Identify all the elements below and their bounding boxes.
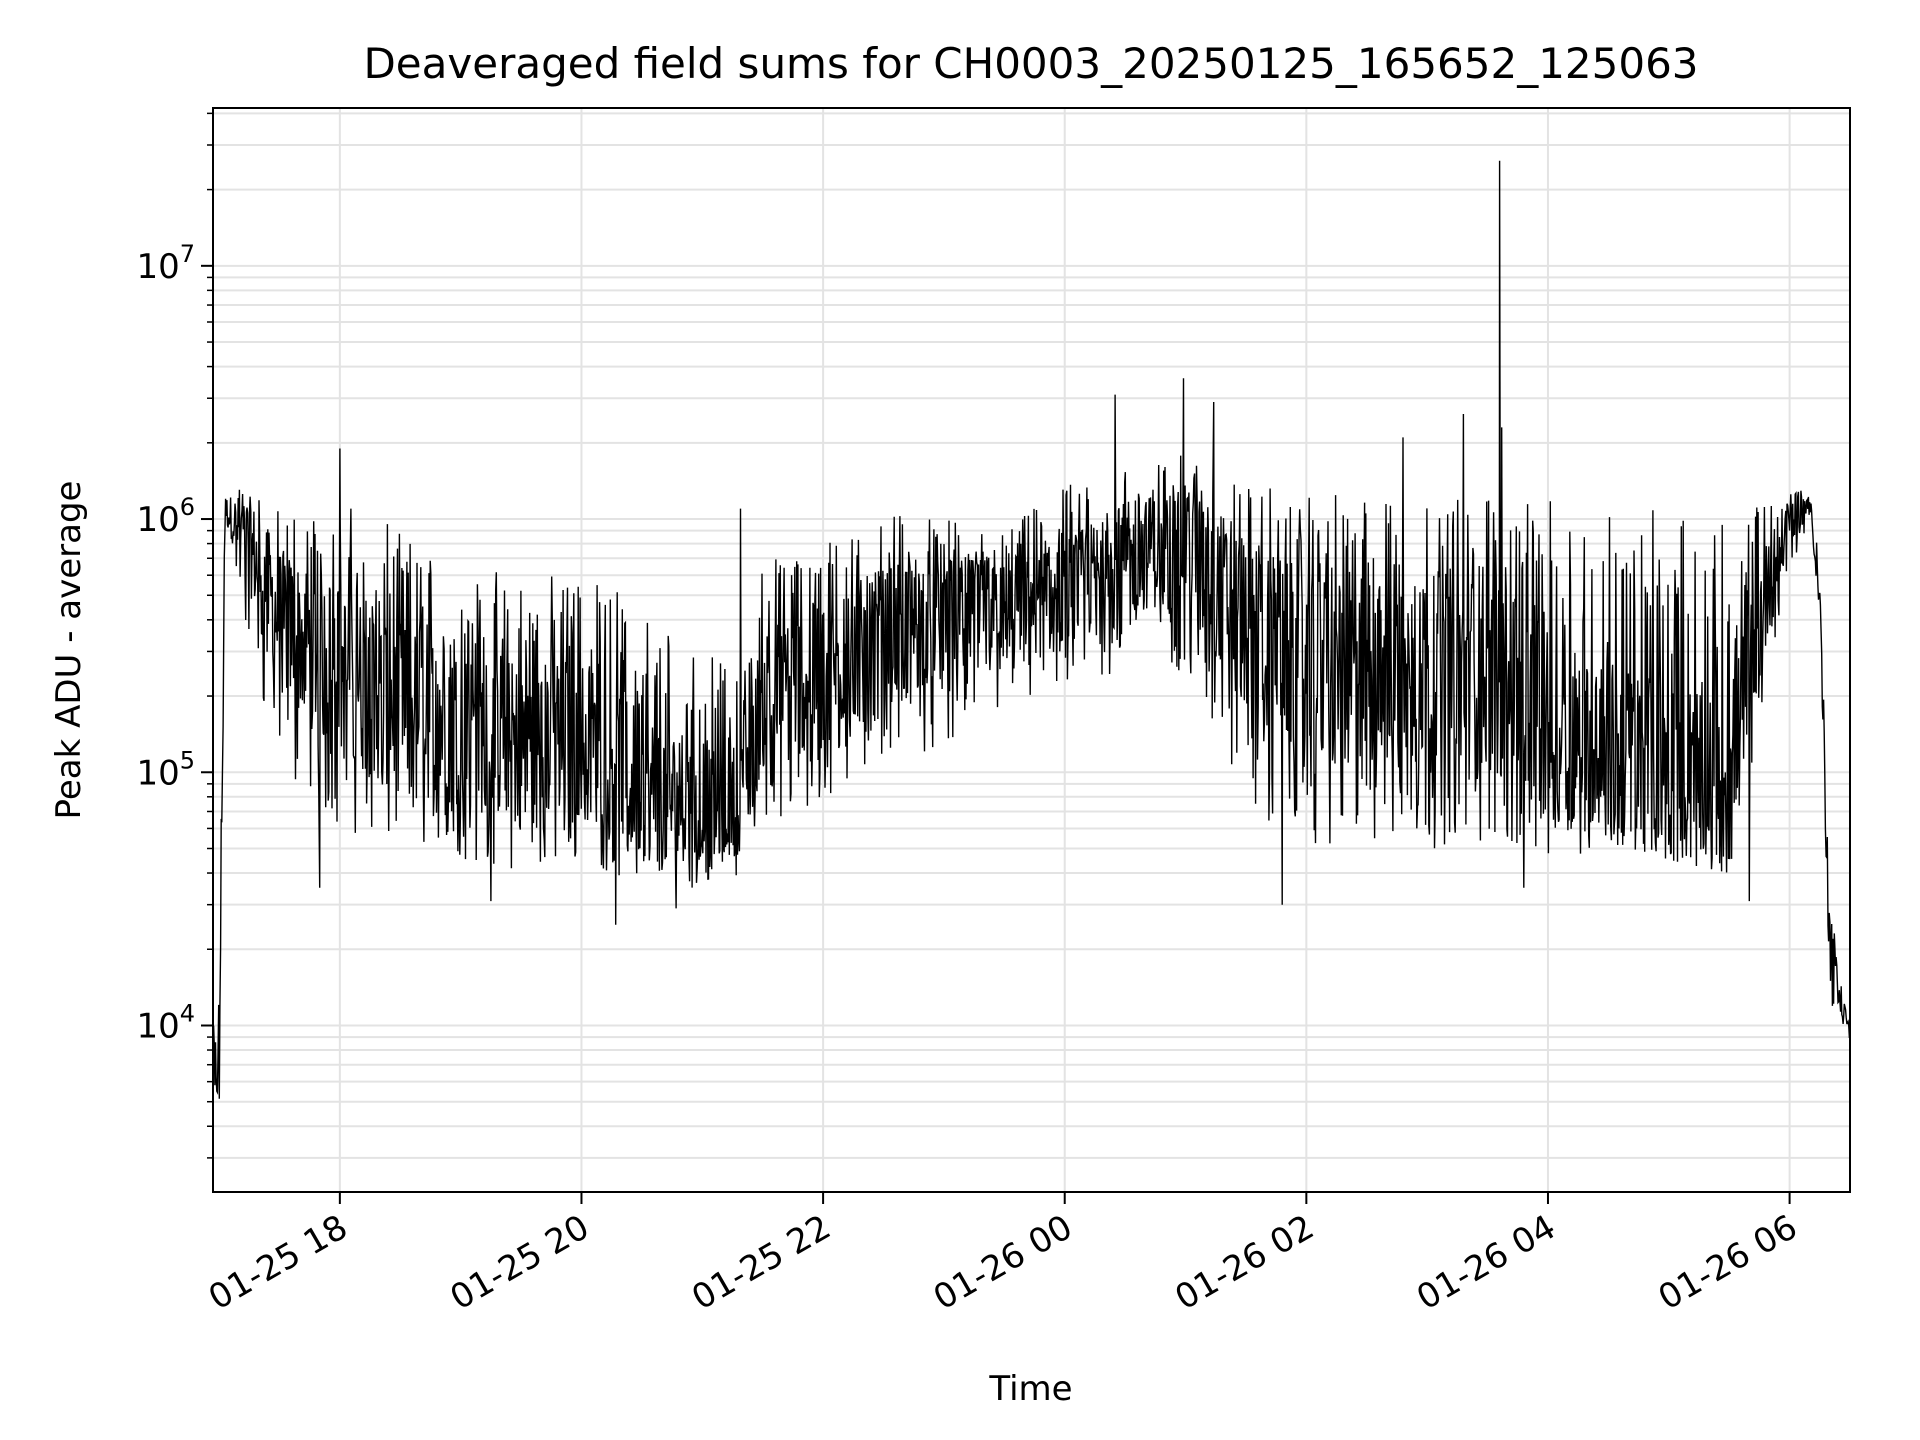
x-tick-label: 01-26 00: [927, 1207, 1079, 1318]
chart-title: Deaveraged field sums for CH0003_2025012…: [363, 39, 1698, 88]
series-line: [212, 160, 1851, 1099]
x-tick-label: 01-26 02: [1168, 1207, 1320, 1318]
x-axis-ticks: 01-25 18 01-25 20 01-25 22 01-26 00 01-26 02…: [202, 1192, 1804, 1318]
plot-area-frame: [212, 107, 1851, 1193]
y-axis-label: Peak ADU - average: [49, 481, 89, 820]
x-tick-label: 01-25 20: [444, 1207, 596, 1318]
y-tick-base: 10: [136, 247, 179, 287]
x-axis-label: Time: [988, 1369, 1072, 1409]
y-tick-exponent: 4: [180, 999, 195, 1027]
y-tick-base: 10: [136, 753, 179, 793]
y-tick-label: 107: [136, 240, 195, 287]
y-tick-label: 106: [136, 493, 195, 540]
y-tick-exponent: 7: [180, 240, 195, 268]
y-tick-exponent: 6: [180, 493, 195, 521]
x-tick-label: 01-26 06: [1652, 1207, 1804, 1318]
x-tick-label: 01-25 18: [202, 1207, 354, 1318]
y-tick-base: 10: [136, 1006, 179, 1046]
y-tick-label: 105: [136, 746, 195, 793]
y-tick-exponent: 5: [180, 746, 195, 774]
series-lines: [212, 160, 1851, 1099]
y-tick-base: 10: [136, 500, 179, 540]
x-tick-label: 01-26 04: [1410, 1207, 1562, 1318]
grid-lines: [213, 108, 1850, 1192]
y-tick-label: 104: [136, 999, 195, 1046]
x-tick-label: 01-25 22: [685, 1207, 837, 1318]
